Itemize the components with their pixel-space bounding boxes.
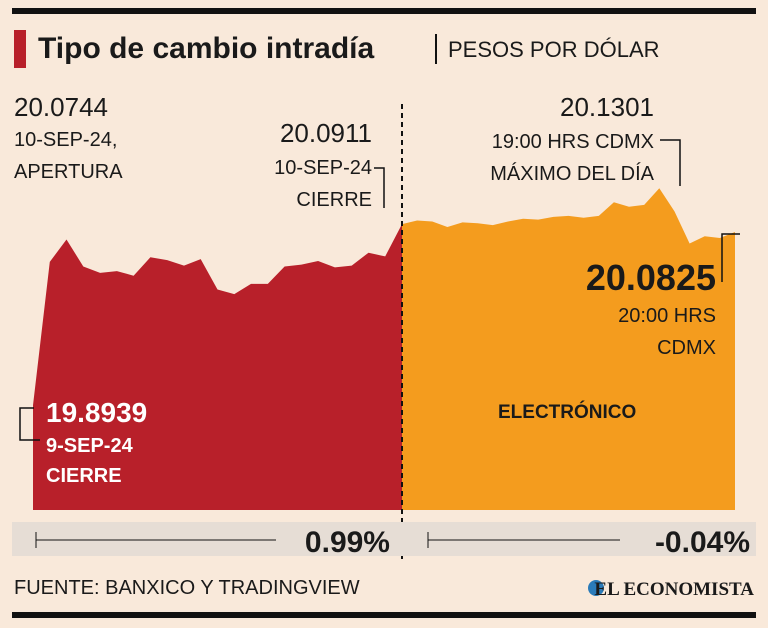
open-label: 10-SEP-24, <box>14 129 117 151</box>
last-label: CDMX <box>657 337 716 359</box>
last-label: 20:00 HRS <box>618 305 716 327</box>
change-value: 0.99% <box>305 526 390 559</box>
max-label: 19:00 HRS CDMX <box>492 131 654 153</box>
prev-label: 9-SEP-24 <box>46 435 134 457</box>
max-leader <box>660 139 681 186</box>
plot <box>33 188 735 511</box>
prev-leader <box>19 407 40 441</box>
chart-subtitle: PESOS POR DÓLAR <box>448 37 660 62</box>
close-value: 20.0911 <box>280 118 372 148</box>
change-strip <box>12 522 756 556</box>
brand: EL ECONOMISTA <box>594 579 754 600</box>
bottom-rule <box>12 612 756 618</box>
close-leader <box>374 167 385 208</box>
title-marker <box>14 30 26 68</box>
chart-title: Tipo de cambio intradía <box>38 32 374 65</box>
area <box>33 224 402 510</box>
series-name: ELECTRÓNICO <box>498 401 636 423</box>
max-label: MÁXIMO DEL DÍA <box>490 162 654 185</box>
last-leader <box>721 233 740 282</box>
source: FUENTE: BANXICO Y TRADINGVIEW <box>14 577 360 599</box>
close-label: 10-SEP-24 <box>274 157 372 179</box>
last-value: 20.0825 <box>586 257 716 298</box>
prev-value: 19.8939 <box>46 397 147 428</box>
top-rule <box>12 8 756 14</box>
change-value: -0.04% <box>655 526 750 559</box>
brand-logo <box>588 580 604 596</box>
open-value: 20.0744 <box>14 92 108 122</box>
max-value: 20.1301 <box>560 92 654 122</box>
open-label: APERTURA <box>14 161 123 183</box>
close-label: CIERRE <box>296 189 372 211</box>
area <box>402 188 735 511</box>
prev-label: CIERRE <box>46 465 122 487</box>
